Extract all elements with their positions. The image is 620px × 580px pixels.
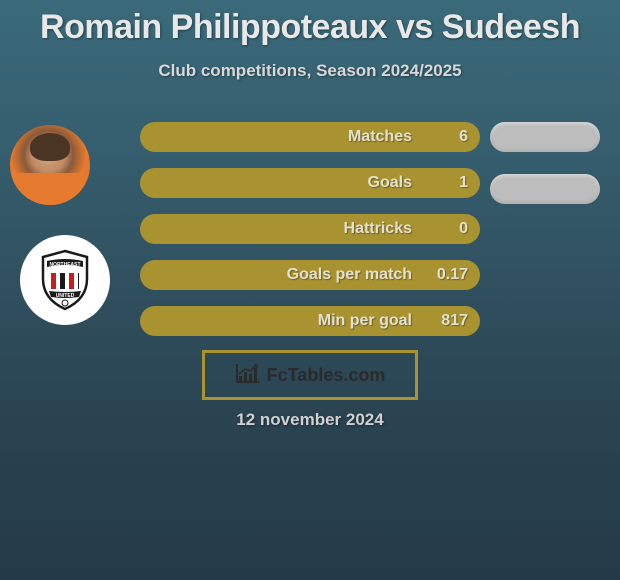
stat-row: Matches 6	[140, 122, 600, 152]
stat-bar-left: Hattricks 0	[140, 214, 480, 244]
chart-icon	[235, 362, 261, 389]
subtitle: Club competitions, Season 2024/2025	[0, 61, 620, 81]
stat-bar-left: Min per goal 817	[140, 306, 480, 336]
stat-value: 0	[459, 220, 468, 238]
stat-label: Goals per match	[140, 266, 412, 284]
stats-container: Matches 6 Goals 1 Hattricks 0 Goals per …	[140, 122, 600, 352]
player1-avatar	[10, 125, 90, 205]
stat-label: Min per goal	[140, 312, 412, 330]
svg-text:NORTHEAST: NORTHEAST	[49, 262, 80, 268]
stat-row: Hattricks 0	[140, 214, 600, 244]
svg-text:UNITED: UNITED	[56, 293, 75, 299]
stat-label: Goals	[140, 174, 412, 192]
logo-text: FcTables.com	[267, 365, 386, 386]
stat-row: Min per goal 817	[140, 306, 600, 336]
stat-label: Matches	[140, 128, 412, 146]
stat-label: Hattricks	[140, 220, 412, 238]
page-title: Romain Philippoteaux vs Sudeesh	[0, 0, 620, 47]
stat-bar-right	[490, 174, 600, 204]
stat-row: Goals per match 0.17	[140, 260, 600, 290]
stat-value: 0.17	[437, 266, 468, 284]
stat-value: 1	[459, 174, 468, 192]
stat-bar-left: Matches 6	[140, 122, 480, 152]
logo-box[interactable]: FcTables.com	[202, 350, 418, 400]
stat-value: 817	[441, 312, 468, 330]
avatars: NORTHEAST UNITED	[10, 125, 110, 325]
stat-bar-right	[490, 122, 600, 152]
stat-bar-left: Goals per match 0.17	[140, 260, 480, 290]
player2-avatar: NORTHEAST UNITED	[20, 235, 110, 325]
stat-bar-left: Goals 1	[140, 168, 480, 198]
stat-row: Goals 1	[140, 168, 600, 198]
date-text: 12 november 2024	[0, 410, 620, 430]
stat-value: 6	[459, 128, 468, 146]
team-shield-icon: NORTHEAST UNITED	[37, 249, 93, 311]
